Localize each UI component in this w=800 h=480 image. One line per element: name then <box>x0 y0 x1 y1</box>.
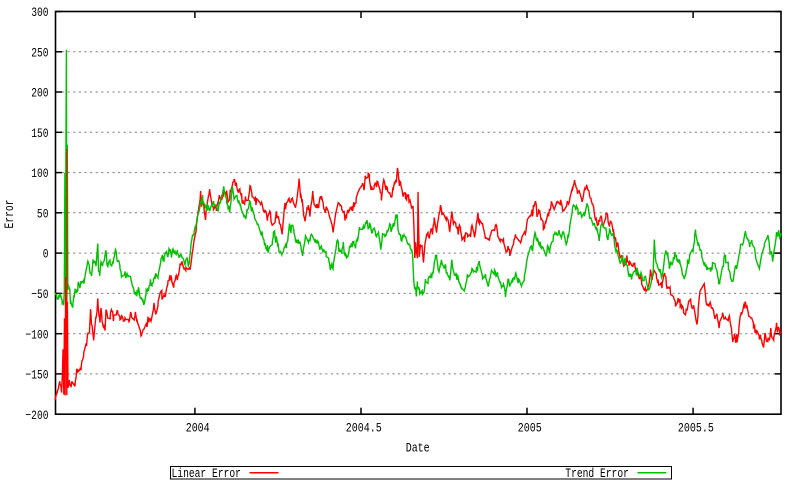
svg-text:2004: 2004 <box>186 421 210 436</box>
svg-text:250: 250 <box>31 45 48 60</box>
svg-text:2004.5: 2004.5 <box>346 421 382 436</box>
svg-text:−200: −200 <box>25 408 48 423</box>
svg-text:Error: Error <box>2 200 17 229</box>
svg-text:2005: 2005 <box>518 421 542 436</box>
svg-text:Linear Error: Linear Error <box>172 466 241 480</box>
svg-text:0: 0 <box>43 247 49 262</box>
svg-text:2005.5: 2005.5 <box>678 421 714 436</box>
svg-text:Trend Error: Trend Error <box>565 466 629 480</box>
svg-text:−100: −100 <box>25 327 48 342</box>
svg-text:150: 150 <box>31 126 48 141</box>
svg-text:−50: −50 <box>31 287 48 302</box>
svg-text:100: 100 <box>31 166 48 181</box>
svg-text:Date: Date <box>406 440 430 455</box>
svg-text:−150: −150 <box>25 368 48 383</box>
svg-text:200: 200 <box>31 86 48 101</box>
svg-text:300: 300 <box>31 5 48 20</box>
svg-text:50: 50 <box>37 206 49 221</box>
